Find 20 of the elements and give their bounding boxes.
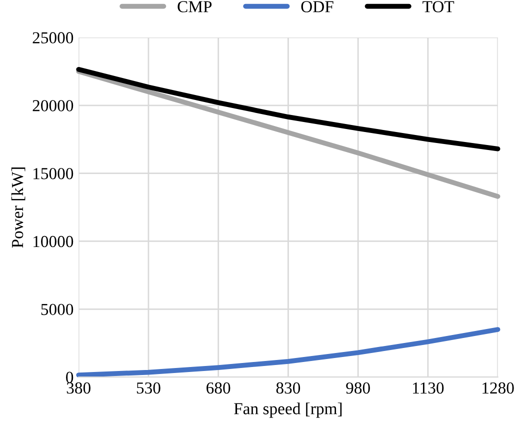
legend-label: CMP bbox=[178, 1, 212, 12]
legend-label: ODF bbox=[301, 1, 334, 12]
x-tick-label: 830 bbox=[276, 382, 300, 394]
y-tick-label: 25000 bbox=[32, 32, 74, 44]
line-series bbox=[76, 69, 500, 199]
line-series bbox=[76, 66, 500, 152]
legend-label: TOT bbox=[422, 1, 454, 12]
x-tick-label: 380 bbox=[66, 382, 90, 394]
y-axis-title: Power [kW] bbox=[11, 168, 26, 248]
x-tick-label: 530 bbox=[136, 382, 160, 394]
y-tick-label: 15000 bbox=[34, 168, 74, 180]
x-tick-label: 980 bbox=[346, 382, 370, 394]
y-tick-label: 5000 bbox=[41, 304, 74, 316]
x-tick-label: 1280 bbox=[482, 382, 514, 394]
x-tick-label: 1130 bbox=[413, 382, 444, 394]
y-tick-label: 20000 bbox=[32, 100, 74, 112]
y-tick-label: 0 bbox=[66, 372, 74, 383]
x-axis-title: Fan speed [rpm] bbox=[234, 402, 342, 418]
x-tick-label: 680 bbox=[206, 382, 230, 394]
y-tick-label: 10000 bbox=[34, 236, 74, 248]
